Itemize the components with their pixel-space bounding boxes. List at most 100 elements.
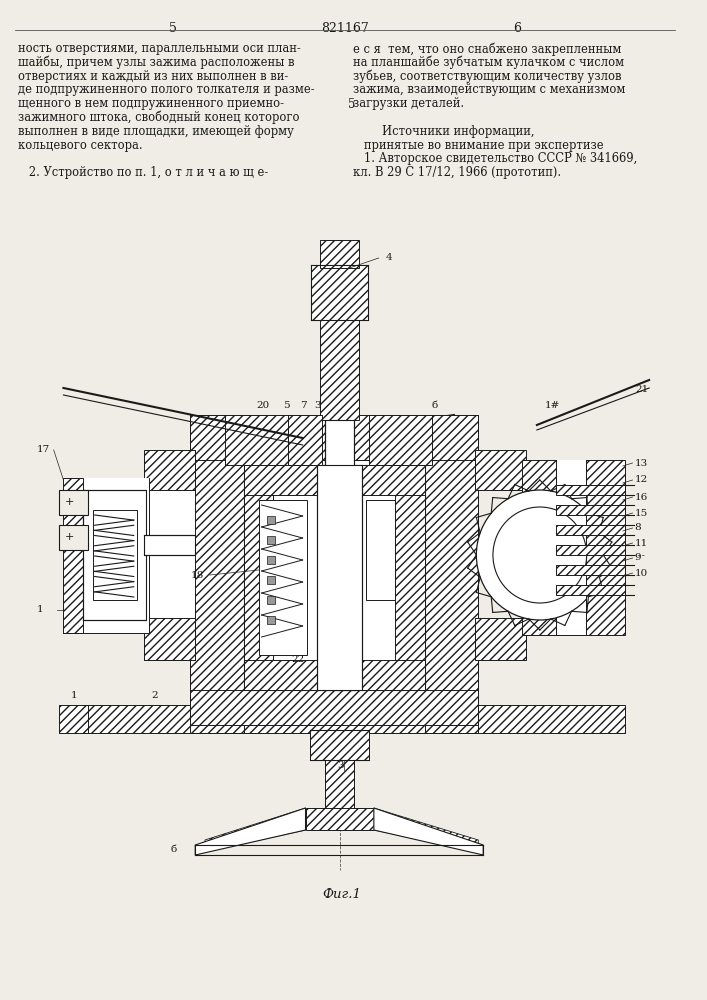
Text: 22: 22 bbox=[291, 656, 304, 664]
Text: 1: 1 bbox=[71, 690, 78, 700]
Polygon shape bbox=[195, 808, 305, 855]
Text: 12: 12 bbox=[634, 476, 648, 485]
Text: отверстиях и каждый из них выполнен в ви-: отверстиях и каждый из них выполнен в ви… bbox=[18, 70, 288, 83]
Bar bbox=[144, 450, 195, 490]
Bar bbox=[369, 415, 433, 465]
Bar bbox=[244, 465, 425, 495]
Text: 17: 17 bbox=[37, 446, 50, 454]
Bar bbox=[522, 460, 556, 635]
Text: кл. В 29 С 17/12, 1966 (прототип).: кл. В 29 С 17/12, 1966 (прототип). bbox=[354, 166, 561, 179]
Text: зубьев, соответствующим количеству узлов: зубьев, соответствующим количеству узлов bbox=[354, 70, 622, 83]
Text: б: б bbox=[171, 846, 177, 854]
Bar bbox=[475, 618, 526, 660]
Text: 20: 20 bbox=[257, 400, 270, 410]
Text: 7: 7 bbox=[300, 400, 306, 410]
Polygon shape bbox=[374, 808, 483, 855]
Text: 3: 3 bbox=[338, 760, 344, 770]
Text: 1#: 1# bbox=[544, 400, 560, 410]
Text: 5: 5 bbox=[349, 98, 356, 111]
Bar bbox=[64, 478, 149, 633]
Bar bbox=[144, 450, 195, 660]
Bar bbox=[556, 485, 625, 495]
Bar bbox=[83, 490, 146, 620]
Text: 16: 16 bbox=[634, 492, 648, 502]
Bar bbox=[320, 240, 359, 268]
Text: 18: 18 bbox=[190, 570, 204, 580]
Text: 821167: 821167 bbox=[321, 22, 368, 35]
Text: де подпружиненного полого толкателя и разме-: де подпружиненного полого толкателя и ра… bbox=[18, 83, 314, 96]
Text: 5: 5 bbox=[283, 400, 290, 410]
Polygon shape bbox=[374, 808, 479, 852]
Bar bbox=[225, 415, 288, 465]
Bar bbox=[522, 460, 585, 635]
Bar bbox=[190, 415, 479, 460]
Text: 2: 2 bbox=[151, 690, 158, 700]
Bar bbox=[64, 478, 149, 633]
Text: 15: 15 bbox=[634, 508, 648, 518]
Bar bbox=[267, 596, 275, 604]
Bar bbox=[244, 660, 425, 690]
Bar bbox=[585, 460, 625, 635]
Text: 5: 5 bbox=[169, 22, 177, 35]
Bar bbox=[425, 415, 479, 733]
Bar bbox=[190, 415, 244, 733]
Bar bbox=[144, 450, 195, 660]
Text: 2. Устройство по п. 1, о т л и ч а ю щ е-: 2. Устройство по п. 1, о т л и ч а ю щ е… bbox=[18, 166, 268, 179]
Bar bbox=[144, 535, 195, 555]
Circle shape bbox=[477, 490, 603, 620]
Bar bbox=[259, 500, 308, 655]
Text: 21: 21 bbox=[636, 385, 649, 394]
Text: принятые во внимание при экспертизе: принятые во внимание при экспертизе bbox=[354, 139, 604, 152]
Bar bbox=[325, 760, 354, 810]
Text: б: б bbox=[431, 400, 438, 410]
Text: 9: 9 bbox=[634, 554, 641, 562]
Text: выполнен в виде площадки, имеющей форму: выполнен в виде площадки, имеющей форму bbox=[18, 125, 293, 138]
Bar bbox=[556, 525, 625, 535]
Bar bbox=[475, 450, 526, 490]
Bar bbox=[59, 705, 88, 733]
Bar bbox=[83, 705, 625, 733]
Bar bbox=[144, 618, 195, 660]
Bar bbox=[267, 516, 275, 524]
Bar bbox=[556, 585, 625, 595]
Bar bbox=[267, 556, 275, 564]
Bar bbox=[244, 465, 425, 690]
Bar bbox=[325, 420, 354, 690]
Text: 11: 11 bbox=[634, 538, 648, 548]
Bar bbox=[267, 576, 275, 584]
Bar bbox=[522, 460, 556, 635]
Bar bbox=[556, 545, 625, 555]
Polygon shape bbox=[205, 808, 305, 852]
Bar bbox=[556, 505, 625, 515]
Bar bbox=[310, 730, 369, 760]
Text: 8: 8 bbox=[634, 524, 641, 532]
Bar bbox=[190, 690, 479, 725]
Text: зажимного штока, свободный конец которого: зажимного штока, свободный конец которог… bbox=[18, 111, 299, 124]
Text: +: + bbox=[64, 497, 74, 507]
Bar bbox=[317, 465, 362, 690]
Bar bbox=[522, 460, 556, 510]
Text: е с я  тем, что оно снабжено закрепленным: е с я тем, что оно снабжено закрепленным bbox=[354, 42, 621, 55]
Bar bbox=[305, 808, 374, 830]
Text: зажима, взаимодействующим с механизмом: зажима, взаимодействующим с механизмом bbox=[354, 83, 626, 96]
Bar bbox=[244, 460, 425, 690]
Bar bbox=[395, 465, 425, 690]
Text: на планшайбе зубчатым кулачком с числом: на планшайбе зубчатым кулачком с числом bbox=[354, 56, 624, 69]
Text: щенного в нем подпружиненного приемно-: щенного в нем подпружиненного приемно- bbox=[18, 97, 284, 110]
Text: 6: 6 bbox=[513, 22, 521, 35]
Bar bbox=[288, 415, 322, 465]
Text: 1: 1 bbox=[37, 605, 44, 614]
Text: Фиг.1: Фиг.1 bbox=[322, 888, 361, 901]
Text: шайбы, причем узлы зажима расположены в: шайбы, причем узлы зажима расположены в bbox=[18, 56, 294, 69]
Bar bbox=[320, 315, 359, 420]
Bar bbox=[366, 500, 395, 600]
Bar bbox=[93, 510, 136, 600]
Text: ность отверстиями, параллельными оси план-: ность отверстиями, параллельными оси пла… bbox=[18, 42, 300, 55]
Bar bbox=[522, 460, 585, 635]
Text: +: + bbox=[64, 532, 74, 542]
Text: загрузки деталей.: загрузки деталей. bbox=[354, 97, 464, 110]
Bar bbox=[64, 478, 83, 633]
Bar bbox=[267, 536, 275, 544]
Text: 3: 3 bbox=[315, 400, 321, 410]
Bar bbox=[267, 616, 275, 624]
